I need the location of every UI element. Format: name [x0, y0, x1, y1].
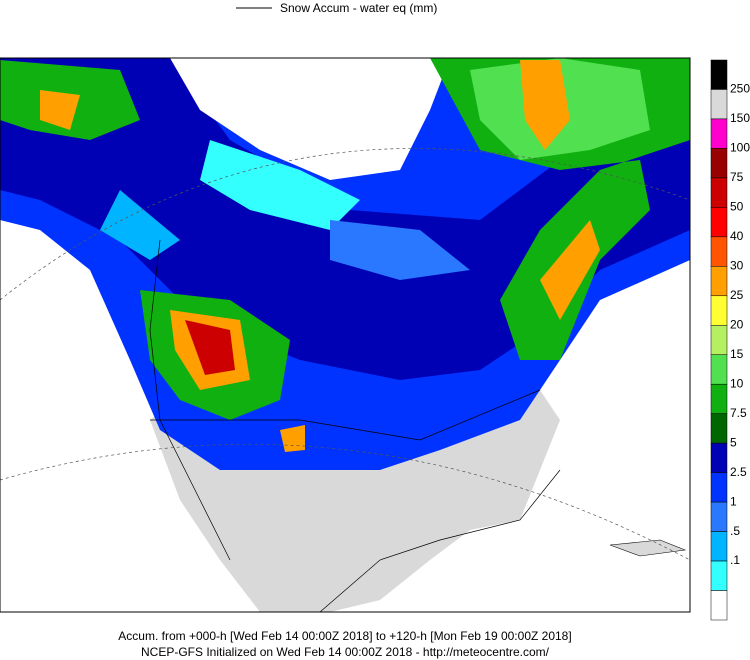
- footer-line: Accum. from +000-h [Wed Feb 14 00:00Z 20…: [118, 629, 571, 643]
- colorbar-label: 50: [730, 200, 744, 214]
- colorbar-label: .5: [730, 524, 740, 538]
- colorbar-swatch: [710, 590, 728, 621]
- colorbar-label: 7.5: [730, 406, 747, 420]
- colorbar-label: .1: [730, 553, 740, 567]
- colorbar-swatch: [710, 531, 728, 562]
- map: [0, 57, 691, 613]
- colorbar-swatch: [710, 295, 728, 326]
- colorbar-label: 30: [730, 258, 744, 272]
- colorbar-label: 5: [730, 435, 737, 449]
- colorbar-swatch: [710, 266, 728, 297]
- colorbar-swatch: [710, 442, 728, 473]
- colorbar-swatch: [710, 207, 728, 238]
- colorbar-swatch: [710, 501, 728, 532]
- legend-title: Snow Accum - water eq (mm): [280, 1, 437, 15]
- colorbar-swatch: [710, 560, 728, 591]
- colorbar-swatch: [710, 118, 728, 149]
- colorbar-swatch: [710, 354, 728, 385]
- footer-line: NCEP-GFS Initialized on Wed Feb 14 00:00…: [141, 645, 550, 659]
- colorbar-label: 100: [730, 141, 750, 155]
- colorbar-swatch: [710, 148, 728, 179]
- colorbar-swatch: [710, 413, 728, 444]
- colorbar-swatch: [710, 89, 728, 120]
- colorbar-swatch: [710, 177, 728, 208]
- colorbar-swatch: [710, 236, 728, 267]
- colorbar: 250 150 100 75 50 40 30 25 20 15 10 7.5 5 2.5 1 .5 .1: [710, 59, 750, 621]
- colorbar-label: 2.5: [730, 465, 747, 479]
- colorbar-swatch: [710, 383, 728, 414]
- colorbar-label: 15: [730, 347, 744, 361]
- colorbar-label: 150: [730, 111, 750, 125]
- colorbar-label: 40: [730, 229, 744, 243]
- colorbar-label: 75: [730, 170, 744, 184]
- colorbar-swatch: [710, 325, 728, 355]
- colorbar-swatch: [710, 472, 728, 503]
- colorbar-label: 250: [730, 82, 750, 96]
- colorbar-label: 1: [730, 494, 737, 508]
- colorbar-label: 25: [730, 288, 744, 302]
- colorbar-label: 20: [730, 317, 744, 331]
- colorbar-label: 10: [730, 376, 744, 390]
- colorbar-swatch: [710, 59, 728, 90]
